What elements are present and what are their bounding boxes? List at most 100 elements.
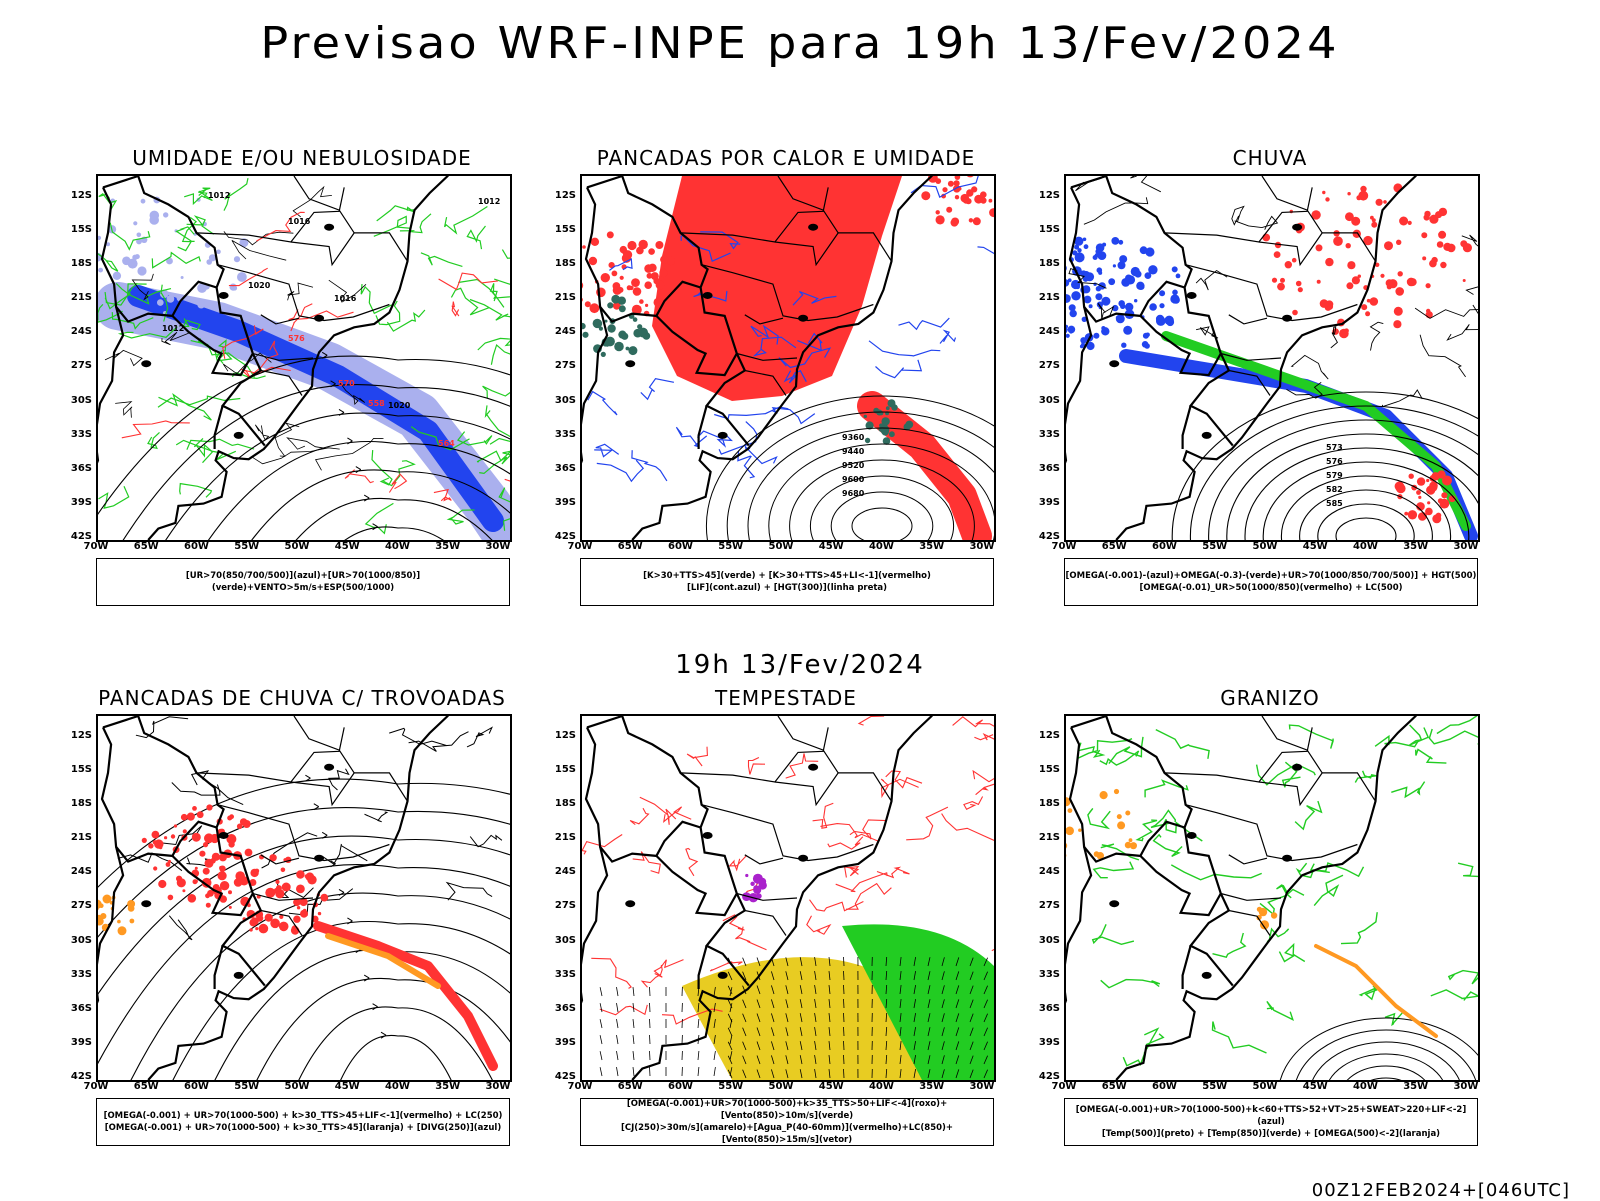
map-granizo[interactable]	[1064, 714, 1480, 1082]
rain-area	[1408, 510, 1417, 519]
convection-area	[117, 920, 121, 924]
rain-area	[1285, 261, 1292, 268]
wind-streamline	[296, 527, 500, 540]
lake-marker	[808, 224, 818, 231]
rain-area	[1280, 278, 1285, 283]
longitude-label: 45W	[1300, 541, 1330, 552]
instability-area	[951, 219, 959, 227]
isobar-label: 1020	[388, 401, 411, 410]
convection-area	[130, 919, 135, 924]
precipitable-water-contour	[877, 868, 910, 878]
cloud-cover	[133, 221, 137, 225]
latitude-label: 21S	[546, 832, 576, 843]
latitude-label: 15S	[62, 764, 92, 775]
rain-area	[1272, 278, 1277, 283]
latitude-label: 18S	[546, 798, 576, 809]
panel-title-pancadas-calor: PANCADAS POR CALOR E UMIDADE	[580, 146, 992, 170]
rain-area	[1427, 501, 1430, 504]
thickness-contour	[505, 468, 510, 482]
longitude-label: 60W	[1149, 1081, 1179, 1092]
streamline	[1232, 207, 1244, 225]
streamline	[136, 717, 188, 738]
cloud-cover	[141, 199, 146, 204]
lifted-index-contour	[869, 341, 940, 356]
instability-area	[936, 210, 940, 214]
instability-area	[585, 301, 591, 307]
longitude-label: 50W	[282, 1081, 312, 1092]
lake-marker	[1109, 360, 1119, 367]
temp850-contour	[1437, 716, 1478, 734]
thunderstorm-area	[171, 834, 175, 838]
pressure-isobar	[105, 350, 142, 365]
wind-streamline	[128, 893, 510, 1080]
streamline	[409, 732, 469, 752]
thunderstorm-area	[148, 843, 153, 848]
omega-area	[1076, 285, 1080, 289]
wind-vector	[600, 1067, 602, 1076]
wind-vector	[617, 1035, 619, 1044]
map-trovoadas[interactable]	[96, 714, 512, 1082]
rain-area	[1394, 307, 1403, 316]
humidity-contour	[421, 253, 463, 267]
thunderstorm-area	[153, 866, 157, 870]
heat-humidity-area	[619, 305, 626, 312]
instability-area	[651, 272, 659, 280]
latitude-label: 36S	[546, 463, 576, 474]
heat-humidity-area	[889, 431, 895, 437]
omega-area	[1146, 333, 1150, 337]
wind-vector	[600, 1051, 602, 1060]
temp850-contour	[1410, 725, 1429, 745]
omega500-area	[1271, 912, 1277, 918]
rain-area	[1346, 282, 1353, 289]
instability-area	[627, 241, 636, 250]
lifted-index-contour	[876, 360, 922, 378]
thunderstorm-area	[168, 895, 174, 901]
longitude-label: 35W	[917, 541, 947, 552]
humidity-contour	[483, 386, 510, 398]
precipitable-water-contour	[976, 773, 994, 794]
omega-area	[1165, 316, 1174, 325]
longitude-label: 40W	[1350, 541, 1380, 552]
forecast-time-label: 19h 13/Fev/2024	[0, 650, 1600, 680]
thunderstorm-area	[199, 851, 205, 857]
temp850-contour	[1295, 801, 1321, 829]
thickness-label: 570	[338, 379, 355, 388]
rain-area	[1386, 279, 1393, 286]
instability-area	[948, 181, 954, 187]
state-border	[745, 855, 783, 864]
latitude-label: 15S	[62, 224, 92, 235]
instability-area	[989, 199, 993, 203]
omega-area	[1095, 293, 1102, 300]
wind-vector	[600, 1035, 602, 1044]
precipitable-water-contour	[686, 849, 697, 876]
wind-vector	[600, 1019, 602, 1028]
thunderstorm-area	[234, 878, 243, 887]
longitude-label: 35W	[433, 1081, 463, 1092]
instability-area	[969, 218, 973, 222]
humidity-contour	[387, 310, 425, 331]
country-border	[1183, 406, 1191, 449]
latitude-label: 27S	[62, 900, 92, 911]
omega-area	[1123, 326, 1132, 335]
latitude-label: 21S	[1030, 832, 1060, 843]
omega500-area	[1125, 811, 1130, 816]
thunderstorm-area	[259, 924, 269, 934]
map-tempestade[interactable]	[580, 714, 996, 1082]
thunderstorm-area	[203, 842, 208, 847]
lifted-index-contour	[588, 392, 617, 415]
longitude-label: 70W	[565, 1081, 595, 1092]
latitude-label: 33S	[1030, 429, 1060, 440]
temp850-contour	[1088, 808, 1110, 828]
latitude-label: 36S	[1030, 1003, 1060, 1014]
cloud-cover	[157, 299, 164, 306]
temp850-contour	[1416, 750, 1447, 764]
rain-area	[1333, 236, 1343, 246]
thunderstorm-area	[265, 914, 273, 922]
rain-area	[1395, 287, 1404, 296]
state-border	[1221, 894, 1281, 901]
lake-marker	[1202, 432, 1212, 439]
isobar-label: 1012	[208, 191, 230, 200]
